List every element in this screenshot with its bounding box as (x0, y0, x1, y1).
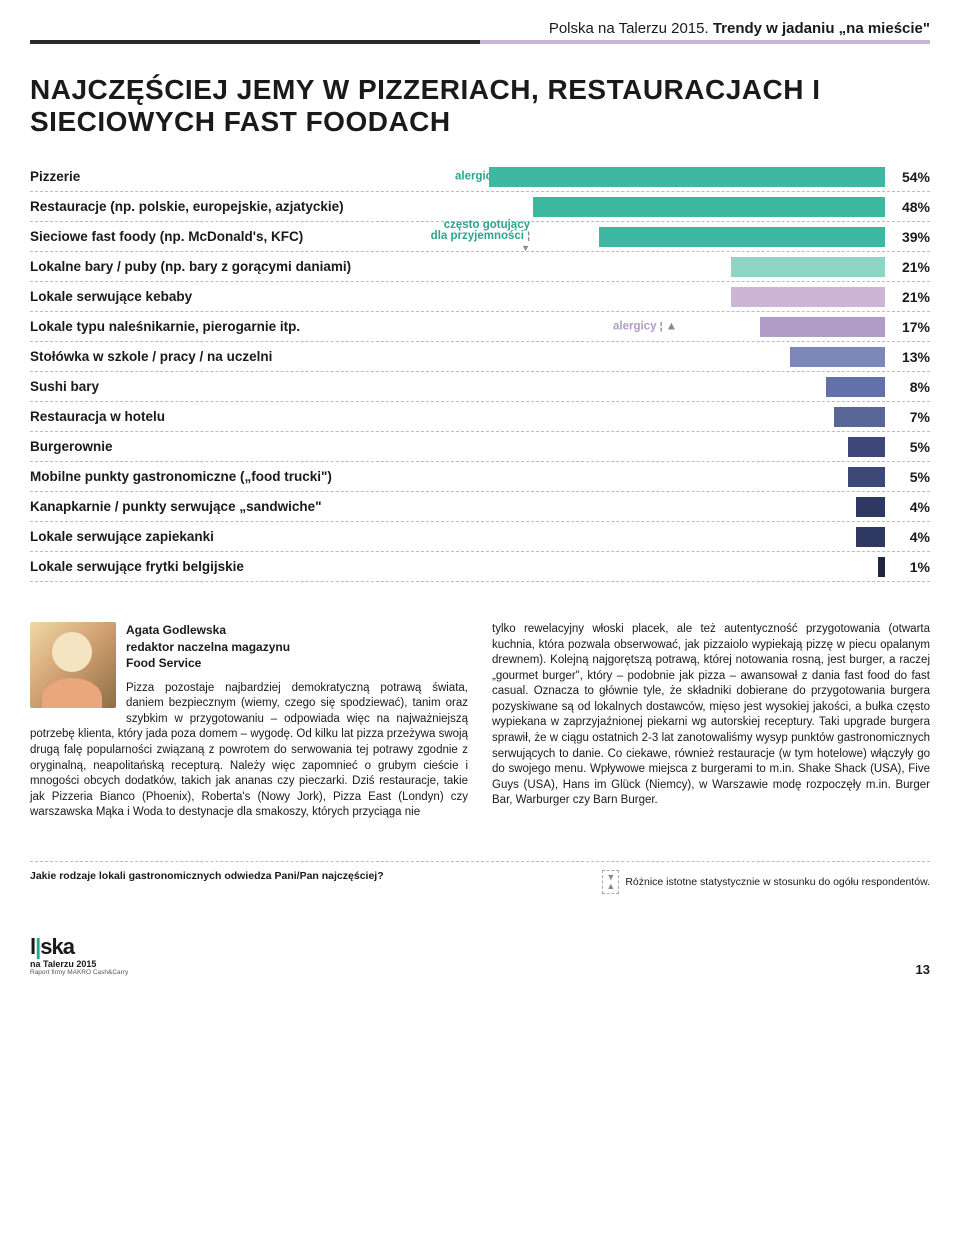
chart-bar-area: 21% (395, 282, 930, 311)
chart-bar-area: 4% (395, 522, 930, 551)
chart-row: Pizzeriealergicy ¦ ▼54% (30, 162, 930, 192)
chart-bar-area: 21% (395, 252, 930, 281)
page-footer: l|ska na Talerzu 2015 Raport firmy MAKRO… (30, 934, 930, 977)
page-number: 13 (916, 962, 930, 977)
chart-bar (790, 347, 885, 367)
chart-bar-area: 4% (395, 492, 930, 521)
chart-row: Kanapkarnie / punkty serwujące „sandwich… (30, 492, 930, 522)
chart-bar (731, 257, 885, 277)
chart-bar-area: alergicy ¦ ▲ 17% (395, 312, 930, 341)
chart-row: Lokale serwujące kebaby 21% (30, 282, 930, 312)
header-title-bold: Trendy w jadaniu „na mieście" (713, 20, 930, 37)
article-columns: Agata Godlewska redaktor naczelna magazy… (30, 622, 930, 820)
chart-percent: 39% (902, 229, 930, 245)
chart-bar (848, 437, 885, 457)
chart-row: Lokale typu naleśnikarnie, pierogarnie i… (30, 312, 930, 342)
article-left-column: Agata Godlewska redaktor naczelna magazy… (30, 622, 468, 820)
chart-row: Lokalne bary / puby (np. bary z gorącymi… (30, 252, 930, 282)
chart-annotation: alergicy ¦ ▲ (613, 321, 677, 333)
chart-row-label: Sushi bary (30, 379, 395, 394)
chart-bar (878, 557, 885, 577)
chart-row: Restauracja w hotelu 7% (30, 402, 930, 432)
chart-row-label: Lokalne bary / puby (np. bary z gorącymi… (30, 259, 395, 274)
chart-row-label: Lokale typu naleśnikarnie, pierogarnie i… (30, 319, 395, 334)
footer-notes: Jakie rodzaje lokali gastronomicznych od… (30, 861, 930, 894)
chart-bar-area: 5% (395, 462, 930, 491)
chart-bar-area: 1% (395, 552, 930, 581)
chart-percent: 5% (910, 439, 930, 455)
chart-row: Mobilne punkty gastronomiczne („food tru… (30, 462, 930, 492)
chart-row-label: Mobilne punkty gastronomiczne („food tru… (30, 469, 395, 484)
chart-bar-area: często gotujący dla przyjemności ¦ ▼39% (395, 222, 930, 251)
chart-percent: 5% (910, 469, 930, 485)
chart-bar-area: alergicy ¦ ▼54% (395, 162, 930, 191)
chart-bar (489, 167, 885, 187)
chart-bar-area: 48% (395, 192, 930, 221)
chart-percent: 7% (910, 409, 930, 425)
chart-row: Stołówka w szkole / pracy / na uczelni 13… (30, 342, 930, 372)
chart-bar-area: 5% (395, 432, 930, 461)
chart-row-label: Kanapkarnie / punkty serwujące „sandwich… (30, 499, 395, 514)
chart-row-label: Burgerownie (30, 439, 395, 454)
chart-bar (599, 227, 885, 247)
chart-row-label: Stołówka w szkole / pracy / na uczelni (30, 349, 395, 364)
chart-percent: 54% (902, 169, 930, 185)
footer-note-text: Różnice istotne statystycznie w stosunku… (625, 876, 930, 888)
chart-bar-area: 8% (395, 372, 930, 401)
chart-bar (760, 317, 885, 337)
chart-row: Lokale serwujące frytki belgijskie 1% (30, 552, 930, 582)
chart-row-label: Lokale serwujące frytki belgijskie (30, 559, 395, 574)
chart-row-label: Lokale serwujące zapiekanki (30, 529, 395, 544)
chart-bar (856, 527, 885, 547)
chart-percent: 21% (902, 259, 930, 275)
page-header: Polska na Talerzu 2015. Trendy w jadaniu… (30, 20, 930, 44)
author-photo (30, 622, 116, 708)
chart-percent: 13% (902, 349, 930, 365)
author-block: Agata Godlewska redaktor naczelna magazy… (30, 622, 468, 820)
chart-percent: 17% (902, 319, 930, 335)
chart-row: Burgerownie 5% (30, 432, 930, 462)
header-title-light: Polska na Talerzu 2015. (549, 20, 713, 37)
header-rule (30, 40, 480, 44)
chart-percent: 4% (910, 499, 930, 515)
chart-bar (533, 197, 885, 217)
chart-row-label: Pizzerie (30, 169, 395, 184)
logo-part2: ska (40, 934, 74, 959)
chart-bar (731, 287, 885, 307)
chart-bar-area: 7% (395, 402, 930, 431)
chart-percent: 8% (910, 379, 930, 395)
chart-bar (826, 377, 885, 397)
logo: l|ska (30, 934, 74, 959)
chart-percent: 48% (902, 199, 930, 215)
logo-sub1: na Talerzu 2015 (30, 960, 128, 970)
chart-row: Sieciowe fast foody (np. McDonald's, KFC… (30, 222, 930, 252)
chart-row-label: Restauracja w hotelu (30, 409, 395, 424)
chart-row-label: Lokale serwujące kebaby (30, 289, 395, 304)
chart-annotation: często gotujący dla przyjemności ¦ ▼ (430, 220, 530, 255)
chart-percent: 4% (910, 529, 930, 545)
footer-question: Jakie rodzaje lokali gastronomicznych od… (30, 870, 384, 882)
logo-sub2: Raport firmy MAKRO Cash&Carry (30, 969, 128, 976)
main-title: NAJCZĘŚCIEJ JEMY W PIZZERIACH, RESTAURAC… (30, 74, 930, 138)
header-title: Polska na Talerzu 2015. Trendy w jadaniu… (549, 20, 930, 38)
chart-percent: 21% (902, 289, 930, 305)
article-right-column: tylko rewelacyjny włoski placek, ale też… (492, 622, 930, 820)
article-right-text: tylko rewelacyjny włoski placek, ale też… (492, 623, 930, 806)
chart-bar (856, 497, 885, 517)
chart-row-label: Sieciowe fast foody (np. McDonald's, KFC… (30, 229, 395, 244)
footer-note-right: ▼▲ Różnice istotne statystycznie w stosu… (602, 870, 930, 894)
chart-row: Lokale serwujące zapiekanki 4% (30, 522, 930, 552)
chart-row: Sushi bary 8% (30, 372, 930, 402)
chart-bar (848, 467, 885, 487)
chart-bar-area: 13% (395, 342, 930, 371)
chart-row-label: Restauracje (np. polskie, europejskie, a… (30, 199, 395, 214)
bar-chart: Pizzeriealergicy ¦ ▼54%Restauracje (np. … (30, 162, 930, 582)
chart-percent: 1% (910, 559, 930, 575)
arrow-legend-icon: ▼▲ (602, 870, 619, 894)
chart-bar (834, 407, 885, 427)
logo-block: l|ska na Talerzu 2015 Raport firmy MAKRO… (30, 934, 128, 977)
